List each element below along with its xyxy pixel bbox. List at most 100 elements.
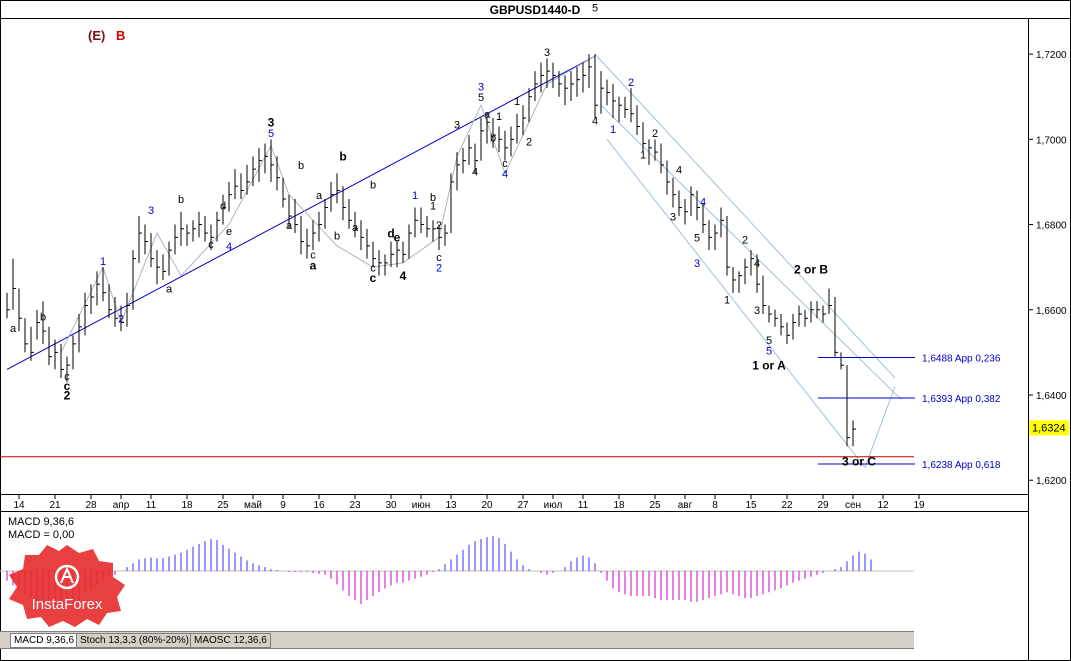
- price-bar: [840, 352, 844, 370]
- wave-label: c: [64, 379, 71, 393]
- price-bar: [660, 143, 664, 174]
- price-bar: [588, 54, 592, 89]
- price-bar: [666, 160, 670, 195]
- wave-label: 2: [628, 77, 634, 89]
- wave-label: a: [316, 190, 323, 202]
- price-bar: [714, 224, 718, 251]
- price-bar: [534, 71, 538, 101]
- wave-label: 1: [412, 190, 418, 202]
- tab-maosc[interactable]: MAOSC 12,36,6: [190, 633, 271, 648]
- wave-label: a: [166, 284, 173, 296]
- price-bar: [732, 267, 736, 293]
- price-bar: [504, 130, 508, 161]
- price-bar: [276, 156, 280, 191]
- wave-label: b: [430, 192, 436, 204]
- date-tick-label: 29: [817, 500, 829, 511]
- price-bar: [774, 309, 778, 327]
- price-bar: [738, 271, 742, 293]
- price-bar: [300, 216, 304, 255]
- wave-label: 5: [478, 92, 484, 104]
- logo-badge: [9, 545, 125, 627]
- price-bar: [798, 305, 802, 327]
- wave-label: 1: [640, 149, 646, 161]
- price-bar: [246, 164, 250, 195]
- wave-label: 3: [694, 258, 700, 270]
- price-bar: [594, 54, 598, 119]
- price-bar: [462, 147, 466, 174]
- price-bar: [696, 190, 700, 221]
- price-tick-label: 1,6600: [1036, 306, 1067, 317]
- price-bar: [432, 220, 436, 242]
- price-tick-label: 1,7200: [1036, 50, 1067, 61]
- price-bar: [762, 275, 766, 315]
- price-bar: [96, 271, 100, 306]
- price-bar: [30, 326, 34, 361]
- price-bar: [204, 216, 208, 242]
- wave-label: 3: [670, 211, 676, 223]
- price-bar: [726, 216, 730, 276]
- date-tick-label: 13: [445, 500, 457, 511]
- price-bar: [510, 126, 514, 157]
- price-bar: [156, 250, 160, 285]
- price-bar: [540, 62, 544, 93]
- wave-label: b: [370, 179, 376, 191]
- price-bar: [606, 79, 610, 106]
- price-bar: [546, 58, 550, 89]
- wave-label: a: [10, 323, 17, 335]
- price-bar: [318, 211, 322, 242]
- tab-stoch[interactable]: Stoch 13,3,3 (80%-20%): [76, 633, 193, 648]
- wave-e-header: (E): [88, 28, 105, 43]
- price-bar: [720, 207, 724, 238]
- price-bar: [240, 173, 244, 199]
- price-bar: [708, 220, 712, 251]
- price-bar: [558, 71, 562, 97]
- date-tick-label: авг: [678, 500, 693, 511]
- price-bar: [402, 241, 406, 263]
- price-bar: [522, 105, 526, 136]
- tab-macd[interactable]: MACD 9,36,6: [10, 633, 79, 648]
- wave-label: c: [502, 158, 508, 170]
- date-tick-label: 23: [349, 500, 361, 511]
- logo-emblem: [54, 564, 80, 590]
- price-bar: [456, 152, 460, 191]
- price-bar: [792, 314, 796, 340]
- wave-line-1: [60, 55, 596, 353]
- wave-label: b: [40, 311, 46, 323]
- price-bar: [114, 296, 118, 327]
- price-bar: [414, 207, 418, 238]
- price-bar: [480, 118, 484, 161]
- price-bar: [420, 207, 424, 234]
- price-bar: [648, 139, 652, 165]
- wave-label: b: [339, 150, 346, 164]
- price-bar: [444, 224, 448, 246]
- price-bar: [750, 250, 754, 276]
- price-bar: [768, 305, 772, 323]
- price-bar: [450, 173, 454, 234]
- date-tick-label: 18: [181, 500, 193, 511]
- date-tick-label: 19: [913, 500, 925, 511]
- date-tick-label: 25: [649, 500, 661, 511]
- wave-label: 5: [694, 233, 700, 245]
- wave-label: b: [178, 194, 184, 206]
- price-bar: [516, 113, 520, 144]
- wave-label: 1: [514, 96, 520, 108]
- price-bar: [564, 75, 568, 106]
- price-bar: [12, 258, 16, 310]
- wave-line-5: [864, 386, 896, 468]
- price-bar: [600, 71, 604, 114]
- wave-label: 2: [118, 314, 124, 326]
- price-bar: [438, 224, 442, 251]
- price-bar: [384, 254, 388, 276]
- price-bar: [612, 83, 616, 119]
- date-tick-label: 11: [146, 500, 157, 511]
- price-tick-label: 1,6200: [1036, 476, 1067, 487]
- wave-label: 3: [454, 120, 460, 132]
- wave-label: 1: [430, 201, 436, 213]
- wave-label: 4: [502, 169, 508, 181]
- price-bar: [228, 181, 232, 212]
- macd-label: MACD 9,36,6: [8, 516, 74, 528]
- wave-label: c: [310, 250, 316, 262]
- price-bar: [786, 322, 790, 344]
